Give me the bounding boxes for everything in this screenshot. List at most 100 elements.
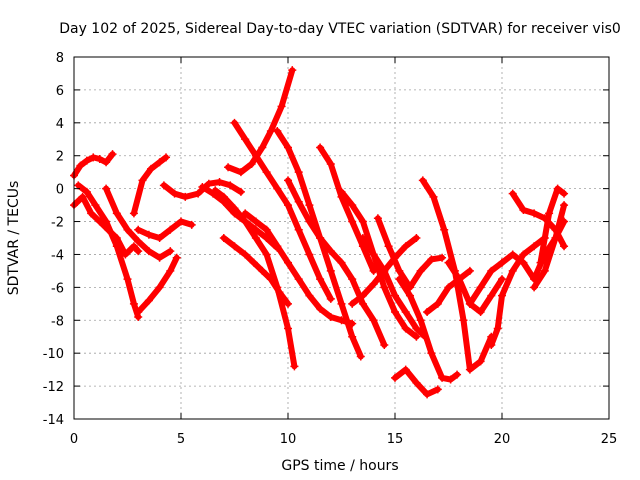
data-point [224,163,233,172]
data-point [369,280,378,289]
data-point [465,365,474,374]
data-point [290,362,299,371]
y-tick-label: -14 [43,413,64,428]
series-track [135,254,180,315]
data-point [144,296,153,305]
data-point [294,168,303,177]
series-track [231,119,334,302]
data-point [519,250,528,259]
data-point [519,206,528,215]
data-point [129,209,138,218]
data-point [74,181,83,190]
data-point [134,308,143,317]
data-point [487,291,496,300]
data-point [444,258,453,267]
series-track [537,185,568,266]
data-point [416,266,425,275]
data-point [262,168,271,177]
data-point [545,209,554,218]
data-point [123,225,132,234]
data-point [251,217,260,226]
y-tick-label: -6 [51,281,64,296]
data-point [401,242,410,251]
data-point [305,291,314,300]
data-point [326,159,335,168]
data-point [266,275,275,284]
data-point [487,340,496,349]
y-tick-label: 6 [56,84,64,99]
data-point [159,181,168,190]
data-point [241,135,250,144]
data-point [380,283,389,292]
data-point [236,168,245,177]
data-point [337,258,346,267]
data-point [166,225,175,234]
data-point [108,150,117,159]
data-point [87,209,96,218]
data-point [508,250,517,259]
data-point [305,201,314,210]
data-point [316,275,325,284]
data-point [540,266,549,275]
data-point [155,234,164,242]
data-point [358,299,367,308]
data-point [155,253,164,262]
data-point [138,176,147,185]
data-point [102,217,111,226]
data-point [284,324,292,333]
data-point [401,308,410,317]
data-point [316,143,325,152]
data-point [446,375,455,384]
data-point [459,316,468,325]
x-axis-label: GPS time / hours [281,458,398,474]
data-point [102,158,111,167]
series-track [274,128,364,360]
data-point [536,258,545,267]
x-tick-label: 10 [280,432,297,447]
data-point [337,187,346,196]
data-point [412,332,421,341]
data-point [427,349,436,358]
data-point [384,242,393,251]
series-track [338,188,420,340]
data-point [369,316,378,325]
data-point [273,242,282,251]
data-point [187,220,196,229]
data-point [230,242,239,251]
data-point [194,189,203,198]
data-point [241,209,250,218]
data-point [230,204,239,213]
data-point [76,161,85,170]
data-point [134,225,143,234]
series-track [135,218,195,241]
data-point [440,225,449,234]
data-point [258,143,267,152]
series-track [220,235,291,307]
data-point [530,242,539,251]
data-point [508,266,517,275]
data-point [129,299,138,308]
data-point [438,373,447,382]
data-point [560,189,569,198]
data-point [112,242,121,251]
data-point [134,247,143,256]
data-point [147,164,156,173]
data-point [560,242,569,251]
y-tick-label: 4 [56,117,64,132]
data-point [258,266,267,275]
data-point [166,266,175,275]
data-point [487,266,496,275]
data-point [89,153,98,162]
data-point [465,266,474,275]
series-track [75,182,142,320]
y-tick-label: 0 [56,183,64,198]
data-point [412,324,421,333]
data-point [162,153,171,162]
data-point [170,189,179,198]
y-tick-label: 2 [56,150,64,165]
data-point [493,324,502,333]
data-point [337,299,346,308]
series-track [466,259,505,307]
series-track [445,259,505,315]
